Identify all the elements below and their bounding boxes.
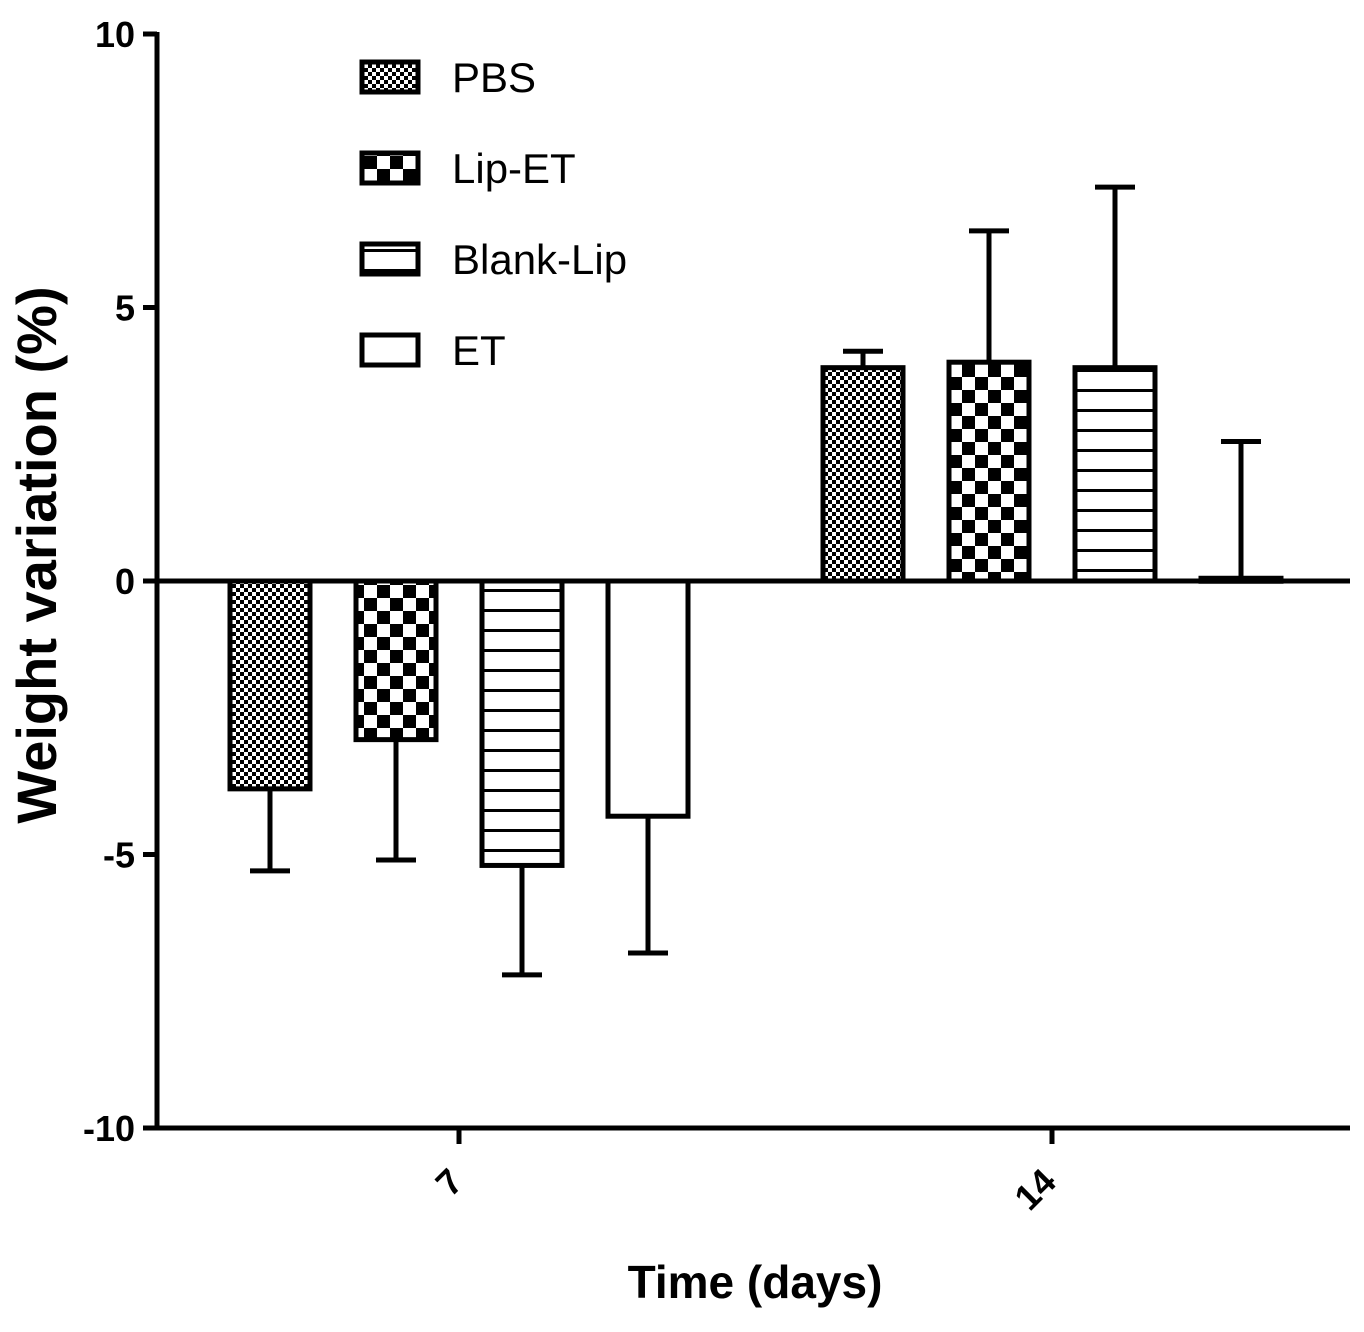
bar-et-day-7 [605, 578, 691, 819]
y-tick-label: -5 [103, 835, 135, 876]
legend-item-blank-lip: Blank-Lip [359, 236, 627, 283]
legend-swatch [359, 150, 421, 186]
legend: PBS Lip-ET Blank-Lip ET [359, 54, 627, 374]
y-tick-label: -10 [83, 1108, 135, 1149]
y-tick-label: 5 [115, 288, 135, 329]
error-bar [250, 788, 290, 874]
error-bar [1221, 439, 1261, 579]
error-bar [628, 816, 668, 956]
legend-item-lip-et: Lip-ET [359, 145, 576, 192]
legend-label: PBS [452, 54, 536, 101]
error-bar [1095, 184, 1135, 368]
bar-blank-lip-day-7 [479, 578, 565, 868]
x-axis: 7 14 [157, 578, 1350, 1218]
error-bar [376, 739, 416, 863]
legend-label: ET [452, 327, 506, 374]
x-tick-label: 14 [1006, 1161, 1063, 1218]
legend-swatch [359, 241, 421, 277]
bars [227, 184, 1284, 978]
legend-label: Lip-ET [452, 145, 576, 192]
bar-pbs-day-7 [227, 578, 313, 792]
bar-lip-et-day-14 [946, 359, 1032, 584]
y-axis-title: Weight variation (%) [5, 286, 68, 823]
x-axis-title: Time (days) [628, 1256, 883, 1308]
legend-swatch [359, 332, 421, 368]
bar-pbs-day-14 [820, 365, 906, 584]
y-axis: 10 5 0 -5 -10 [83, 14, 160, 1149]
bar-lip-et-day-7 [353, 578, 439, 743]
error-bar [969, 228, 1009, 363]
legend-label: Blank-Lip [452, 236, 627, 283]
legend-item-pbs: PBS [359, 54, 536, 101]
error-bar [502, 865, 542, 978]
bar-blank-lip-day-14 [1072, 365, 1158, 584]
y-tick-label: 10 [95, 14, 135, 55]
bar-et-day-14 [1198, 575, 1284, 584]
legend-swatch [359, 59, 421, 95]
legend-item-et: ET [359, 327, 506, 374]
error-bar [843, 348, 883, 368]
x-tick-label: 7 [428, 1161, 471, 1204]
y-tick-label: 0 [115, 561, 135, 602]
